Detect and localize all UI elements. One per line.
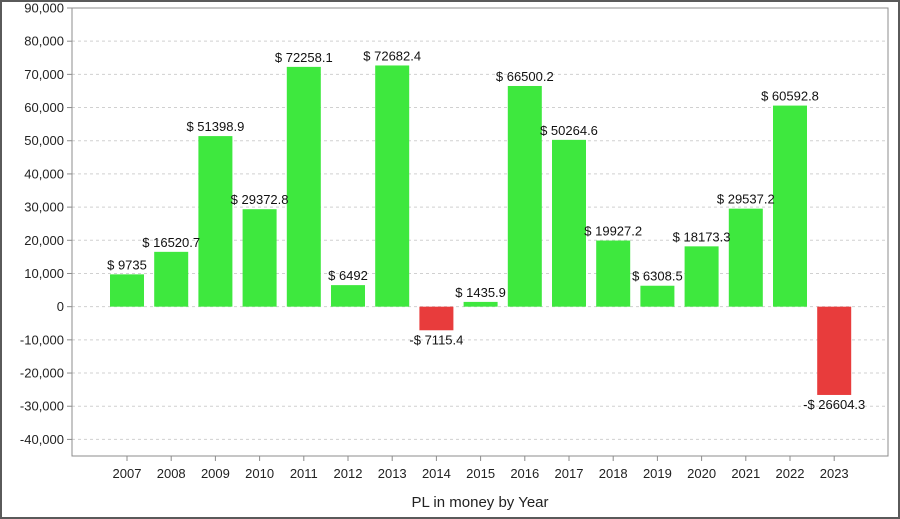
bar-2018 [596,240,631,307]
y-tick-label: 0 [57,299,64,314]
bars [110,65,852,395]
bar-2020 [684,246,719,307]
x-tick-label: 2014 [422,466,451,481]
bar-2008 [154,251,189,307]
data-label-2007: $ 9735 [107,257,147,272]
y-tick-label: 90,000 [24,1,64,16]
bar-2012 [331,285,365,307]
grid-lines [72,7,888,440]
x-tick-label: 2022 [776,466,805,481]
bar-2022 [773,105,807,307]
x-axis-ticks: 2007 2008 2009 2010 2011 2012 2013 2014 2015 2016… [113,456,849,481]
y-tick-label: -40,000 [20,432,64,447]
data-label-2017: $ 50264.6 [540,123,598,138]
data-label-2020: $ 18173.3 [673,229,731,244]
bar-2010 [242,209,277,307]
x-tick-label: 2013 [378,466,407,481]
bar-2014 [419,306,454,331]
bar-2011 [286,66,321,307]
y-tick-label: -30,000 [20,399,64,414]
x-tick-label: 2019 [643,466,672,481]
data-label-2013: $ 72682.4 [363,48,421,63]
bar-2021 [728,208,763,307]
x-tick-label: 2021 [731,466,760,481]
y-tick-label: 20,000 [24,233,64,248]
data-label-2018: $ 19927.2 [584,224,642,239]
data-label-2014: -$ 7115.4 [409,332,463,347]
y-tick-label: 50,000 [24,133,64,148]
x-tick-label: 2010 [245,466,274,481]
x-tick-label: 2009 [201,466,230,481]
axes [71,7,889,457]
y-tick-label: -10,000 [20,332,64,347]
y-tick-label: 10,000 [24,266,64,281]
data-label-2023: -$ 26604.3 [803,397,865,412]
data-label-2015: $ 1435.9 [455,285,506,300]
data-labels: $ 9735 $ 16520.7 $ 51398.9 $ 29372.8 $ 72258… [107,48,865,411]
data-label-2016: $ 66500.2 [496,69,554,84]
y-tick-label: 60,000 [24,100,64,115]
data-label-2010: $ 29372.8 [231,192,289,207]
data-label-2011: $ 72258.1 [275,50,333,65]
data-label-2012: $ 6492 [328,268,368,283]
x-tick-label: 2023 [820,466,849,481]
bar-2023 [817,306,852,395]
data-label-2021: $ 29537.2 [717,192,775,207]
y-tick-label: 40,000 [24,166,64,181]
x-tick-label: 2011 [290,466,318,481]
x-tick-label: 2018 [599,466,628,481]
x-tick-label: 2007 [113,466,142,481]
x-tick-label: 2017 [555,466,584,481]
y-tick-label: 70,000 [24,67,64,82]
y-axis-ticks: 90,000 80,000 70,000 60,000 50,000 40,000 30,0… [20,1,72,447]
data-label-2008: $ 16520.7 [142,235,200,250]
y-tick-label: 30,000 [24,200,64,215]
bar-2017 [552,139,586,307]
bar-2007 [110,274,144,307]
x-tick-label: 2015 [466,466,495,481]
bar-2016 [507,85,542,307]
x-axis-title: PL in money by Year [411,494,548,511]
x-tick-label: 2008 [157,466,186,481]
data-label-2019: $ 6308.5 [632,269,683,284]
bar-2019 [640,285,675,307]
bar-2013 [375,65,410,307]
x-tick-label: 2012 [334,466,363,481]
data-label-2022: $ 60592.8 [761,89,819,104]
y-tick-label: 80,000 [24,34,64,49]
x-tick-label: 2020 [687,466,716,481]
plot-area-border [71,7,889,457]
bar-2009 [198,136,233,307]
bar-2015 [463,301,498,307]
x-tick-label: 2016 [510,466,539,481]
data-label-2009: $ 51398.9 [186,119,244,134]
y-tick-label: -20,000 [20,366,64,381]
